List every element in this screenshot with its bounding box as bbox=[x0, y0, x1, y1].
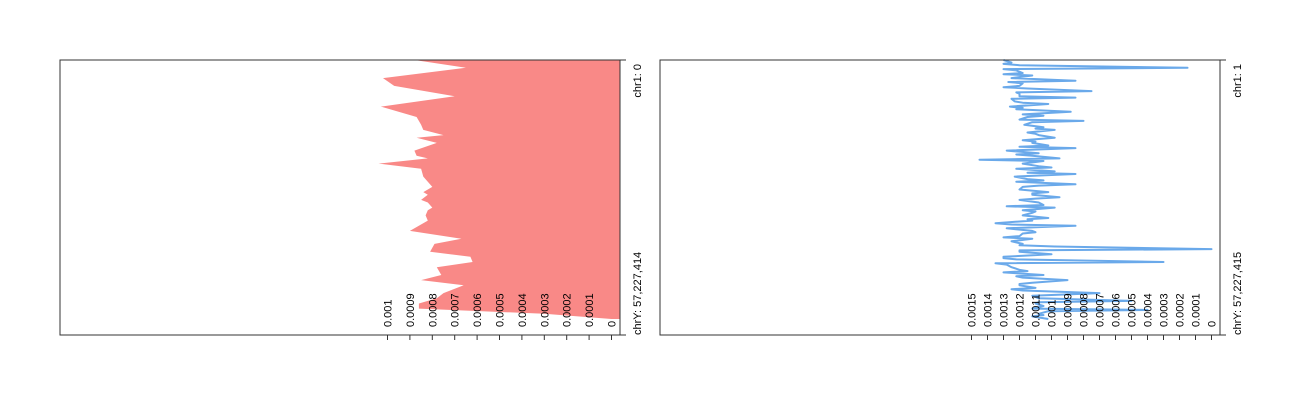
line-value-axis: 0 0.0001 0.0002 0.0003 0.0004 0.0005 0.0006 0.0… bbox=[967, 293, 1219, 340]
value-tick-label: 0 bbox=[1207, 321, 1219, 327]
value-tick-label: 0.0002 bbox=[562, 293, 574, 327]
value-tick-label: 0.001 bbox=[1047, 299, 1059, 327]
area-track-panel: 0 0.0001 0.0002 0.0003 0.0004 0.0005 0.0006 0.0… bbox=[59, 59, 644, 340]
value-tick-label: 0.0007 bbox=[450, 293, 462, 327]
value-tick-label: 0.0003 bbox=[1159, 293, 1171, 327]
value-tick-label: 0.0005 bbox=[1127, 293, 1139, 327]
value-tick-label: 0.0003 bbox=[539, 293, 551, 327]
value-tick-label: 0.0011 bbox=[1031, 294, 1043, 327]
value-tick-label: 0.0004 bbox=[1143, 293, 1155, 327]
value-tick-label: 0.0008 bbox=[427, 293, 439, 327]
line-track-frame bbox=[659, 59, 1221, 336]
area-track-frame bbox=[59, 59, 621, 336]
line-series bbox=[978, 59, 1213, 320]
area-value-axis: 0 0.0001 0.0002 0.0003 0.0004 0.0005 0.0006 0.0… bbox=[383, 293, 619, 340]
value-tick-label: 0.0007 bbox=[1095, 293, 1107, 327]
area-series bbox=[378, 60, 620, 319]
value-tick-label: 0.0013 bbox=[999, 293, 1011, 327]
genome-end-label: chrY: 57,227,414 bbox=[632, 252, 644, 335]
value-tick-label: 0.0006 bbox=[1111, 293, 1123, 327]
value-tick-label: 0.0001 bbox=[584, 293, 596, 327]
genome-start-label: chr1: 0 bbox=[632, 64, 644, 98]
genome-end-label: chrY: 57,227,415 bbox=[1232, 252, 1244, 335]
value-tick-label: 0.0014 bbox=[983, 293, 995, 327]
value-tick-label: 0.0006 bbox=[472, 293, 484, 327]
value-tick-label: 0.0002 bbox=[1175, 293, 1187, 327]
value-tick-label: 0.0012 bbox=[1015, 293, 1027, 327]
value-tick-label: 0.0015 bbox=[967, 293, 979, 327]
value-tick-label: 0.0001 bbox=[1191, 293, 1203, 327]
value-tick-label: 0 bbox=[607, 321, 619, 327]
value-tick-label: 0.001 bbox=[383, 299, 395, 327]
value-tick-label: 0.0005 bbox=[495, 293, 507, 327]
genome-start-label: chr1: 1 bbox=[1232, 64, 1244, 98]
value-tick-label: 0.0008 bbox=[1079, 293, 1091, 327]
value-tick-label: 0.0009 bbox=[405, 293, 417, 327]
value-tick-label: 0.0004 bbox=[517, 293, 529, 327]
line-track-panel: 0 0.0001 0.0002 0.0003 0.0004 0.0005 0.0006 0.0… bbox=[659, 59, 1244, 340]
value-tick-label: 0.0009 bbox=[1063, 293, 1075, 327]
